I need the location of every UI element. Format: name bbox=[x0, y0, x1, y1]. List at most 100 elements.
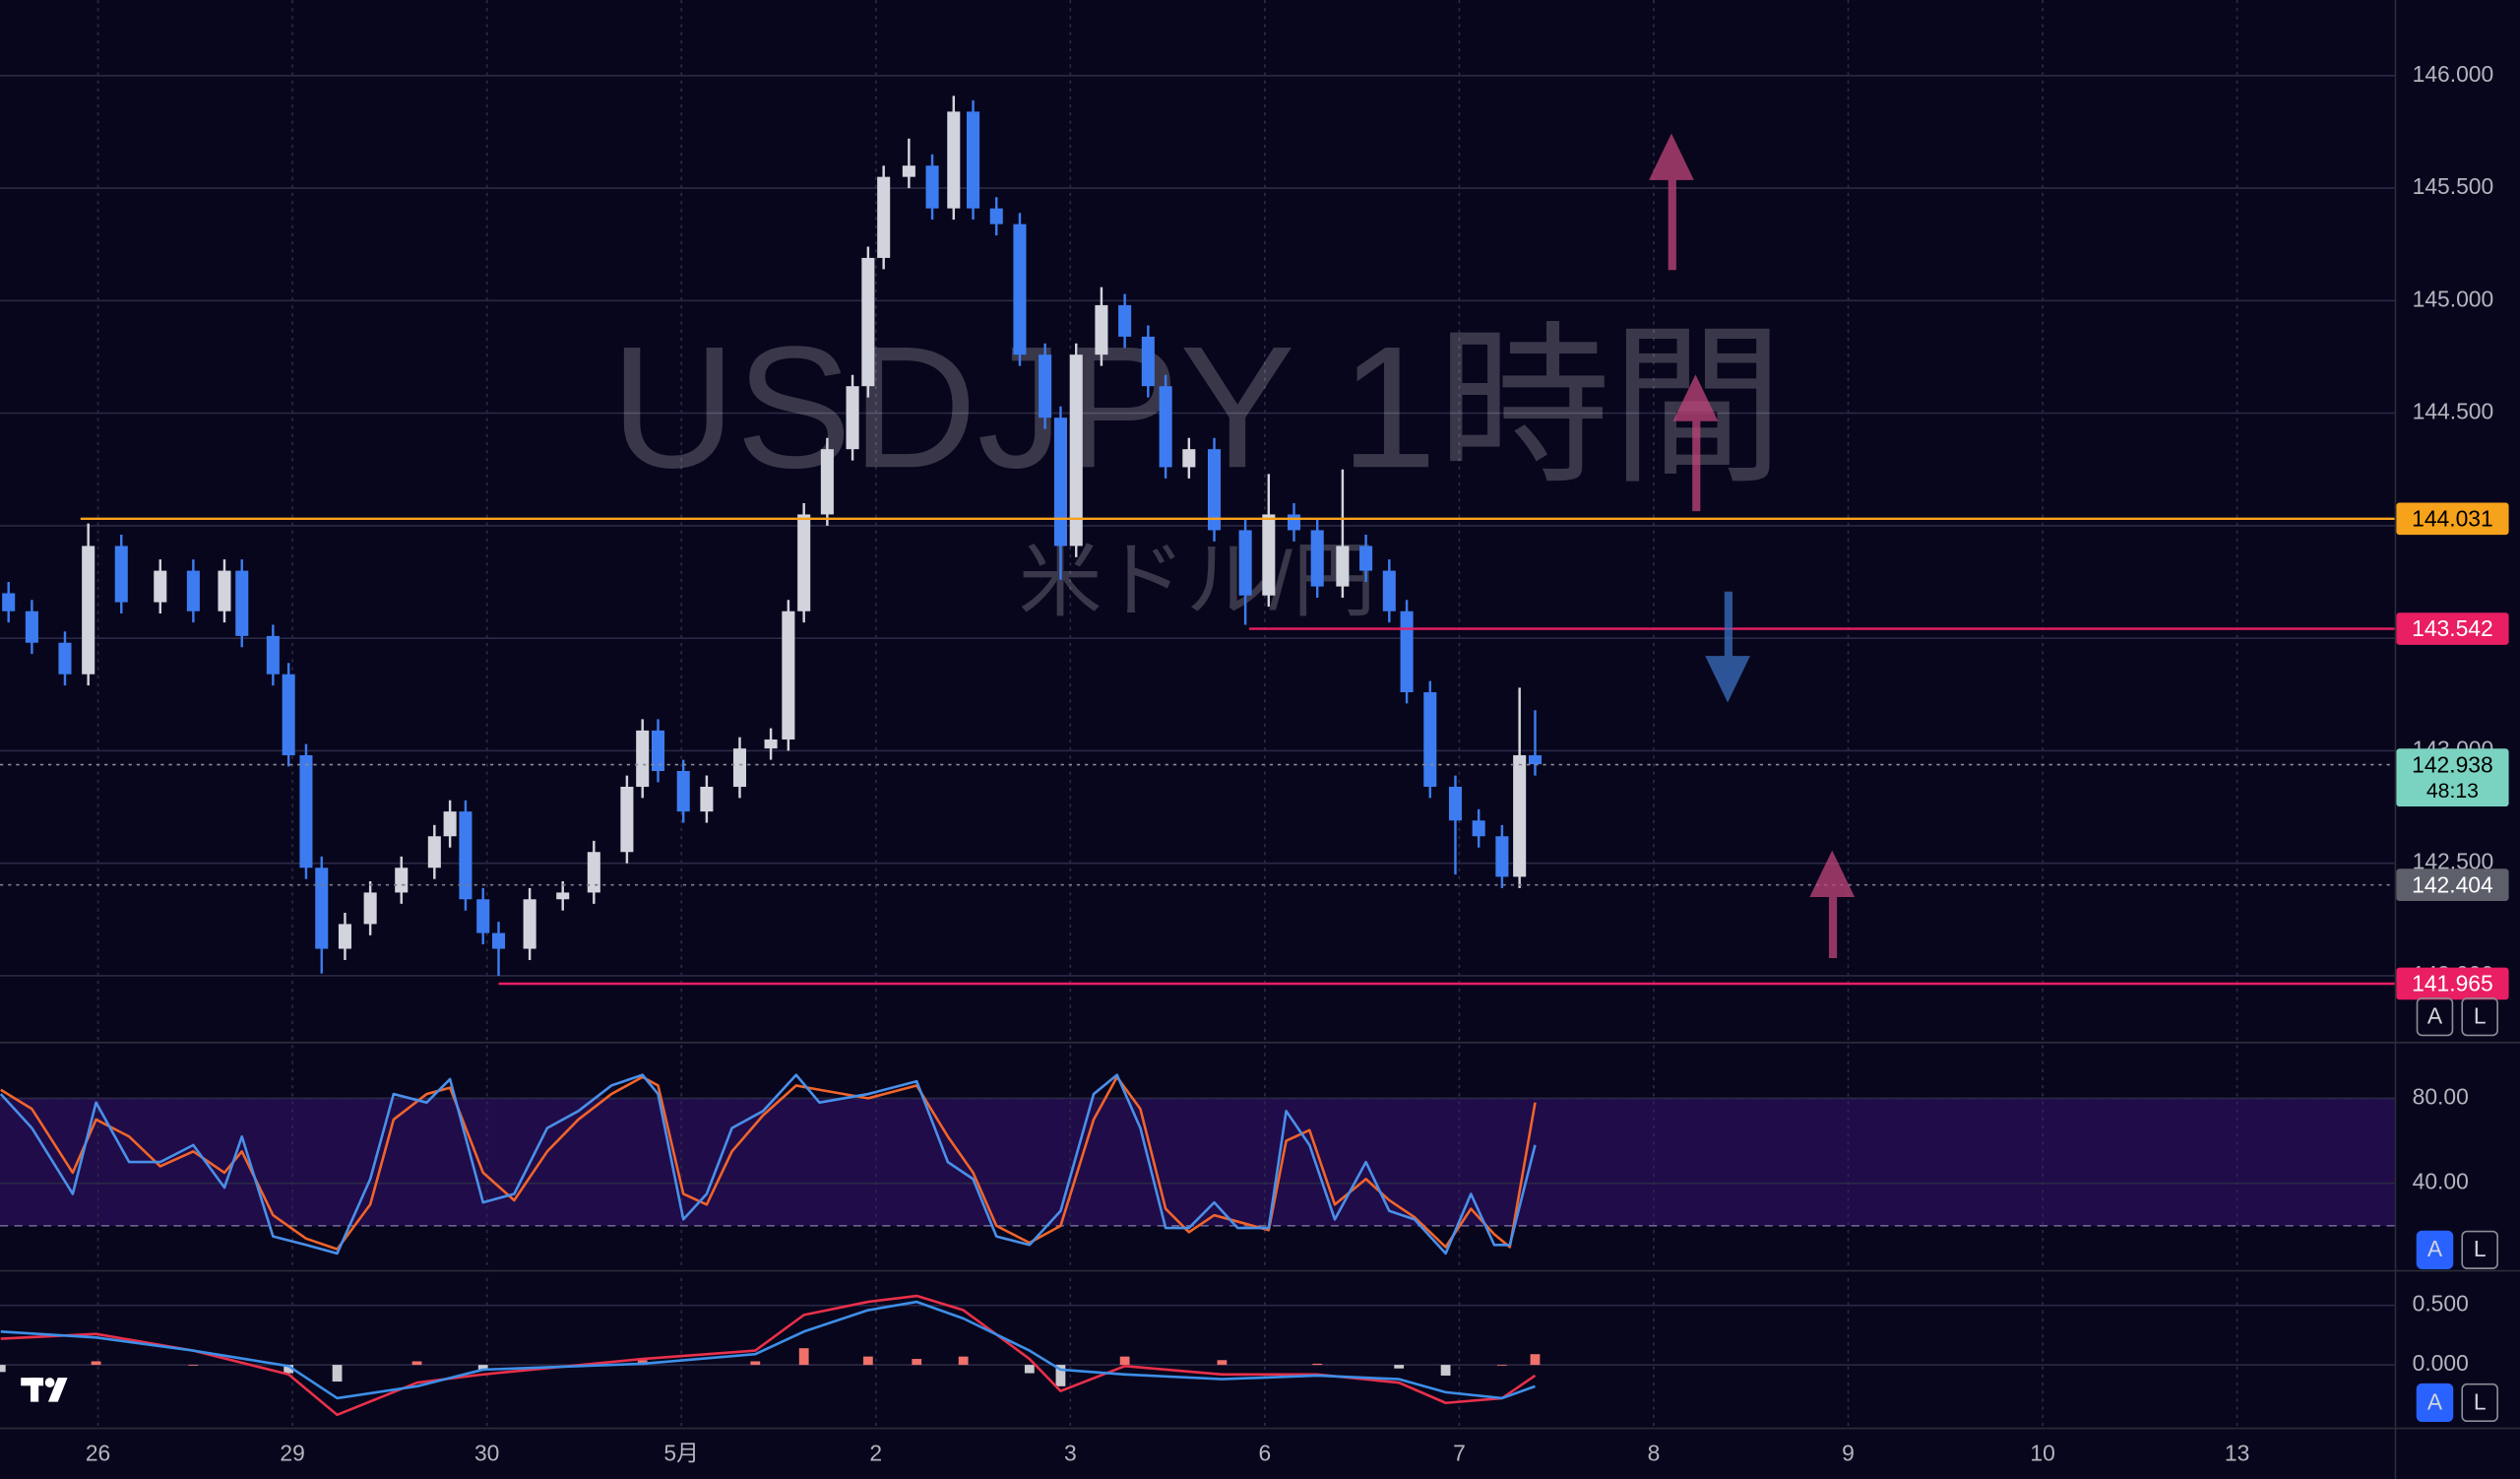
x-tick-label: 6 bbox=[1259, 1441, 1272, 1466]
candle-body bbox=[58, 642, 72, 675]
price-tag-label: 142.404 bbox=[2412, 871, 2493, 897]
price-axis-bg bbox=[2396, 0, 2520, 1479]
histogram-bar bbox=[1394, 1365, 1405, 1369]
candle-body bbox=[1039, 354, 1052, 418]
y-tick-label: 144.500 bbox=[2413, 399, 2494, 424]
price-tag bbox=[2396, 612, 2509, 645]
candle-body bbox=[732, 748, 747, 787]
arrow-up bbox=[1672, 374, 1719, 512]
candle-body bbox=[1013, 224, 1027, 355]
x-tick-label: 10 bbox=[2030, 1441, 2054, 1466]
candle-body bbox=[114, 546, 128, 603]
histogram-bar bbox=[1024, 1365, 1035, 1374]
button-label: A bbox=[2427, 1002, 2443, 1028]
candle-body bbox=[154, 570, 167, 603]
candle-body bbox=[1472, 820, 1485, 837]
x-tick-label: 13 bbox=[2225, 1441, 2249, 1466]
candle-body bbox=[556, 892, 570, 900]
candle-body bbox=[820, 449, 834, 515]
logo-part bbox=[44, 1378, 55, 1387]
arrow-down bbox=[1705, 591, 1750, 703]
candle-body bbox=[491, 932, 506, 949]
candle-body bbox=[186, 570, 200, 611]
histogram-bar bbox=[958, 1356, 969, 1366]
auto-scale-button[interactable]: A bbox=[2416, 997, 2454, 1037]
histogram-bar bbox=[332, 1365, 343, 1383]
x-tick-label: 7 bbox=[1453, 1441, 1466, 1466]
histogram-bar bbox=[477, 1365, 488, 1370]
annotation-arrows bbox=[1649, 133, 1856, 959]
candle-body bbox=[459, 811, 472, 900]
log-scale-button[interactable]: L bbox=[2461, 1383, 2498, 1423]
candle-body bbox=[764, 739, 778, 749]
grid-layer bbox=[0, 0, 2395, 1428]
button-label: L bbox=[2474, 1388, 2487, 1414]
candle-body bbox=[523, 899, 536, 949]
auto-scale-button[interactable]: A bbox=[2416, 1230, 2454, 1269]
candle-body bbox=[636, 730, 650, 787]
histogram-bar bbox=[1312, 1363, 1323, 1366]
y-tick-label: 80.00 bbox=[2413, 1083, 2469, 1109]
button-label: L bbox=[2474, 1002, 2487, 1028]
candle-body bbox=[989, 208, 1003, 225]
candle-body bbox=[1053, 418, 1067, 547]
logo-part bbox=[31, 1378, 39, 1402]
candle-body bbox=[1159, 386, 1172, 468]
y-tick-label: 0.000 bbox=[2413, 1350, 2469, 1376]
log-scale-button[interactable]: L bbox=[2461, 997, 2498, 1037]
candle-body bbox=[282, 674, 295, 755]
histogram-bar bbox=[284, 1365, 294, 1374]
log-scale-button[interactable]: L bbox=[2461, 1230, 2498, 1269]
histogram-bar bbox=[1119, 1356, 1130, 1366]
logo[interactable] bbox=[21, 1378, 68, 1402]
plot-layer bbox=[0, 96, 2395, 1417]
histogram-bar bbox=[798, 1348, 809, 1366]
price-tag bbox=[2396, 748, 2509, 807]
candle-body bbox=[782, 611, 795, 740]
candle-body bbox=[587, 852, 600, 893]
candle-body bbox=[82, 546, 95, 675]
logo-part bbox=[47, 1378, 68, 1402]
candle-body bbox=[443, 811, 457, 837]
auto-scale-button[interactable]: A bbox=[2416, 1383, 2454, 1423]
candle-body bbox=[1423, 692, 1437, 787]
band bbox=[0, 1098, 2395, 1226]
x-tick-label: 29 bbox=[280, 1441, 304, 1466]
price-tag-label: 142.938 bbox=[2412, 751, 2493, 777]
y-tick-label: 145.500 bbox=[2413, 173, 2494, 199]
candle-body bbox=[476, 899, 490, 933]
candle-body bbox=[1336, 546, 1350, 587]
candle-body bbox=[620, 786, 634, 853]
series-line bbox=[0, 1075, 1537, 1251]
y-tick-label: 0.500 bbox=[2413, 1291, 2469, 1317]
candle-body bbox=[218, 570, 231, 611]
y-tick-label: 145.000 bbox=[2413, 286, 2494, 311]
candle-body bbox=[861, 257, 875, 387]
candle-body bbox=[902, 165, 915, 177]
candle-body bbox=[395, 868, 409, 893]
candle-body bbox=[1310, 530, 1324, 587]
candle-body bbox=[1238, 530, 1252, 596]
candle-body bbox=[1095, 304, 1108, 355]
candle-body bbox=[925, 165, 939, 209]
pane-buttons: A L A L A L bbox=[2416, 997, 2498, 1423]
histogram-bar bbox=[750, 1361, 761, 1366]
histogram-bar bbox=[912, 1359, 922, 1366]
price-tag bbox=[2396, 868, 2509, 901]
x-tick-label: 2 bbox=[869, 1441, 882, 1466]
x-tick-label: 30 bbox=[474, 1441, 499, 1466]
x-tick-label: 9 bbox=[1842, 1441, 1855, 1466]
price-tag-label: 143.542 bbox=[2412, 615, 2493, 641]
histogram-bar bbox=[411, 1361, 422, 1366]
candle-body bbox=[877, 176, 891, 258]
candle-body bbox=[797, 514, 811, 611]
price-tag bbox=[2396, 967, 2509, 1000]
candle-body bbox=[846, 386, 859, 450]
histogram-bar bbox=[862, 1356, 873, 1366]
button-label: A bbox=[2427, 1236, 2443, 1261]
histogram-bar bbox=[1440, 1365, 1451, 1376]
arrow-up bbox=[1809, 850, 1856, 959]
candle-body bbox=[1118, 304, 1132, 337]
